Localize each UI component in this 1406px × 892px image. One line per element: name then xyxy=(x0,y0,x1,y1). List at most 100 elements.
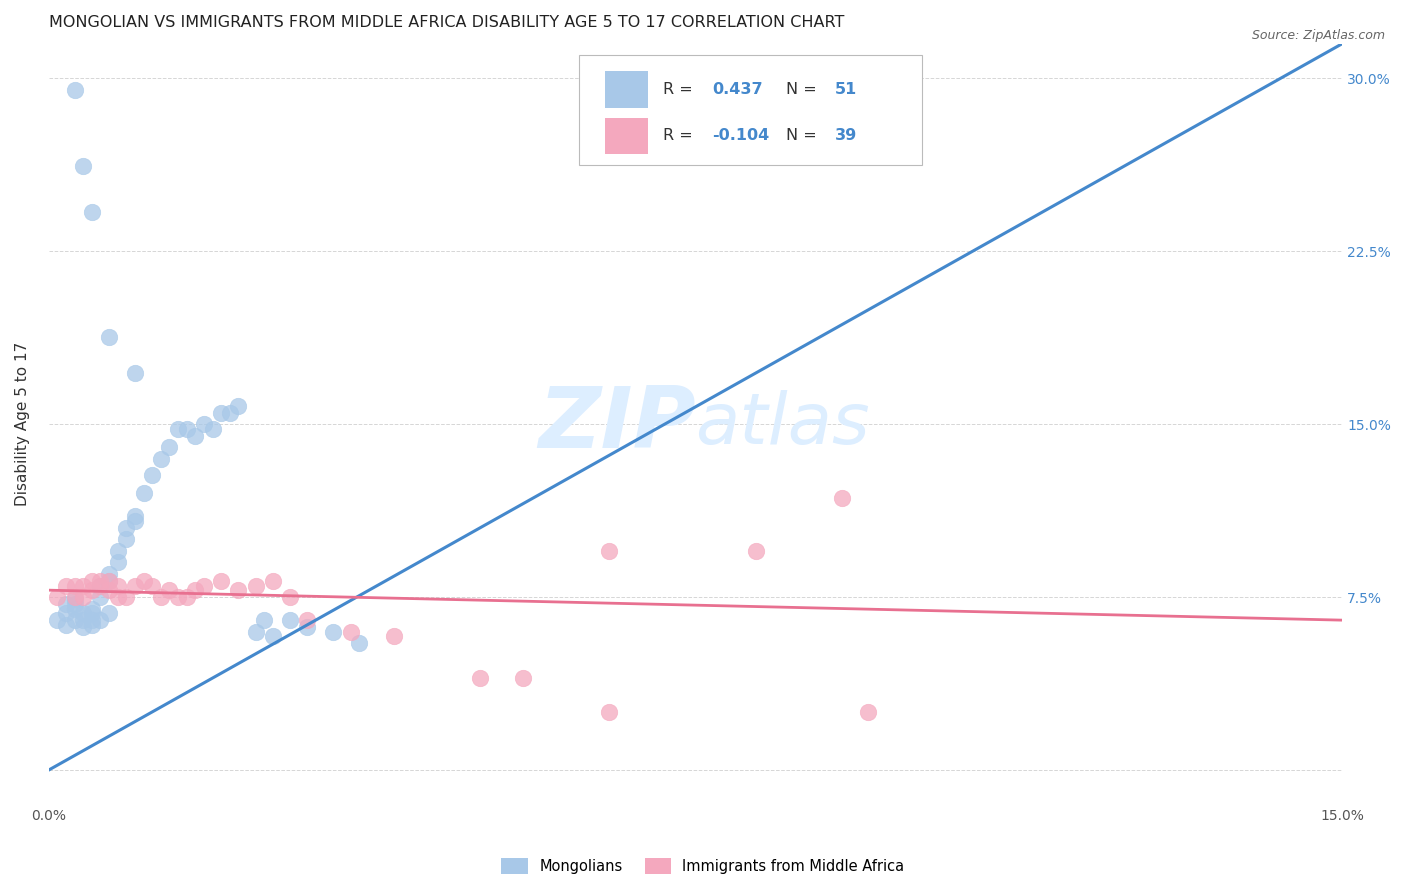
Point xyxy=(72,590,94,604)
Point xyxy=(124,367,146,381)
Point xyxy=(89,574,111,588)
Text: Source: ZipAtlas.com: Source: ZipAtlas.com xyxy=(1251,29,1385,42)
Point xyxy=(63,597,86,611)
Text: MONGOLIAN VS IMMIGRANTS FROM MIDDLE AFRICA DISABILITY AGE 5 TO 17 CORRELATION CH: MONGOLIAN VS IMMIGRANTS FROM MIDDLE AFRI… xyxy=(49,15,844,30)
Point xyxy=(55,597,77,611)
Point xyxy=(193,578,215,592)
Point xyxy=(63,590,86,604)
Point xyxy=(382,629,405,643)
Point xyxy=(262,574,284,588)
Point xyxy=(107,590,129,604)
Point xyxy=(201,422,224,436)
Point xyxy=(72,606,94,620)
Point xyxy=(297,620,319,634)
Point xyxy=(72,613,94,627)
Text: -0.104: -0.104 xyxy=(713,128,769,144)
Point xyxy=(72,159,94,173)
Point xyxy=(98,606,121,620)
Point xyxy=(80,606,103,620)
Point xyxy=(80,574,103,588)
Text: R =: R = xyxy=(664,128,697,144)
Point xyxy=(89,590,111,604)
Point xyxy=(115,521,138,535)
Text: 51: 51 xyxy=(835,82,858,97)
Point xyxy=(167,422,190,436)
Point xyxy=(132,574,155,588)
Point xyxy=(184,428,207,442)
Point xyxy=(107,556,129,570)
Point xyxy=(107,544,129,558)
Point xyxy=(176,422,198,436)
Point xyxy=(98,574,121,588)
Text: 0.437: 0.437 xyxy=(713,82,763,97)
Point xyxy=(98,567,121,582)
Point xyxy=(512,671,534,685)
Text: ZIP: ZIP xyxy=(538,383,696,466)
Point xyxy=(831,491,853,505)
Point xyxy=(80,583,103,598)
Point xyxy=(89,578,111,592)
Point xyxy=(46,590,69,604)
Point xyxy=(159,583,181,598)
Point xyxy=(209,574,232,588)
Text: R =: R = xyxy=(664,82,697,97)
Point xyxy=(856,706,879,720)
Point xyxy=(80,205,103,219)
Point xyxy=(63,613,86,627)
Point xyxy=(55,617,77,632)
Point xyxy=(80,613,103,627)
Point xyxy=(278,613,301,627)
Text: atlas: atlas xyxy=(696,390,870,458)
Point xyxy=(245,578,267,592)
Point xyxy=(176,590,198,604)
Point xyxy=(124,509,146,524)
Point xyxy=(598,544,620,558)
Point xyxy=(184,583,207,598)
Point xyxy=(339,624,361,639)
Point xyxy=(347,636,370,650)
Point xyxy=(124,578,146,592)
Point xyxy=(598,706,620,720)
Point xyxy=(115,533,138,547)
Point xyxy=(55,606,77,620)
Point xyxy=(193,417,215,431)
Point xyxy=(167,590,190,604)
Point xyxy=(322,624,344,639)
Point xyxy=(72,620,94,634)
Point xyxy=(107,578,129,592)
Point xyxy=(89,613,111,627)
Point xyxy=(228,583,250,598)
Point xyxy=(245,624,267,639)
Point xyxy=(132,486,155,500)
Point xyxy=(228,399,250,413)
Point xyxy=(253,613,276,627)
Point xyxy=(124,514,146,528)
Point xyxy=(468,671,491,685)
Point xyxy=(63,601,86,615)
Point xyxy=(297,613,319,627)
Point xyxy=(209,406,232,420)
Point xyxy=(98,583,121,598)
Point xyxy=(262,629,284,643)
FancyBboxPatch shape xyxy=(579,55,922,165)
FancyBboxPatch shape xyxy=(605,71,648,108)
Point xyxy=(159,440,181,454)
Point xyxy=(80,617,103,632)
Y-axis label: Disability Age 5 to 17: Disability Age 5 to 17 xyxy=(15,342,30,507)
Point xyxy=(98,574,121,588)
Point xyxy=(98,329,121,343)
Point xyxy=(55,578,77,592)
Point xyxy=(63,578,86,592)
Point xyxy=(115,590,138,604)
Point xyxy=(218,406,240,420)
Point xyxy=(63,592,86,607)
Point xyxy=(141,578,163,592)
FancyBboxPatch shape xyxy=(605,118,648,154)
Point xyxy=(278,590,301,604)
Point xyxy=(745,544,768,558)
Text: N =: N = xyxy=(786,82,823,97)
Text: N =: N = xyxy=(786,128,823,144)
Point xyxy=(149,590,172,604)
Point xyxy=(141,467,163,482)
Text: 39: 39 xyxy=(835,128,858,144)
